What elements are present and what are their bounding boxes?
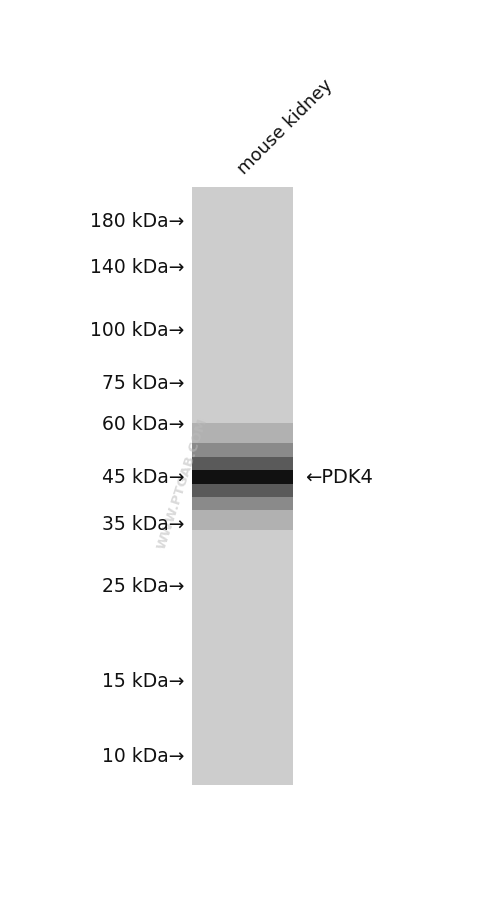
Text: mouse kidney: mouse kidney [234, 76, 336, 178]
Bar [192, 457, 293, 497]
Text: 25 kDa→: 25 kDa→ [102, 576, 184, 595]
Text: ←PDK4: ←PDK4 [304, 468, 372, 487]
Text: 140 kDa→: 140 kDa→ [90, 258, 184, 277]
Text: 180 kDa→: 180 kDa→ [90, 211, 184, 230]
Bar [192, 189, 293, 786]
Text: 45 kDa→: 45 kDa→ [102, 468, 184, 487]
Text: 15 kDa→: 15 kDa→ [102, 671, 184, 690]
Text: 60 kDa→: 60 kDa→ [102, 415, 184, 434]
Text: 100 kDa→: 100 kDa→ [90, 320, 184, 339]
Bar [192, 470, 293, 484]
Text: WWW.PTGAB.COM: WWW.PTGAB.COM [155, 416, 210, 550]
Text: 35 kDa→: 35 kDa→ [102, 514, 184, 533]
Bar [192, 424, 293, 530]
Bar [192, 444, 293, 511]
Text: 75 kDa→: 75 kDa→ [102, 373, 184, 392]
Text: 10 kDa→: 10 kDa→ [102, 746, 184, 765]
